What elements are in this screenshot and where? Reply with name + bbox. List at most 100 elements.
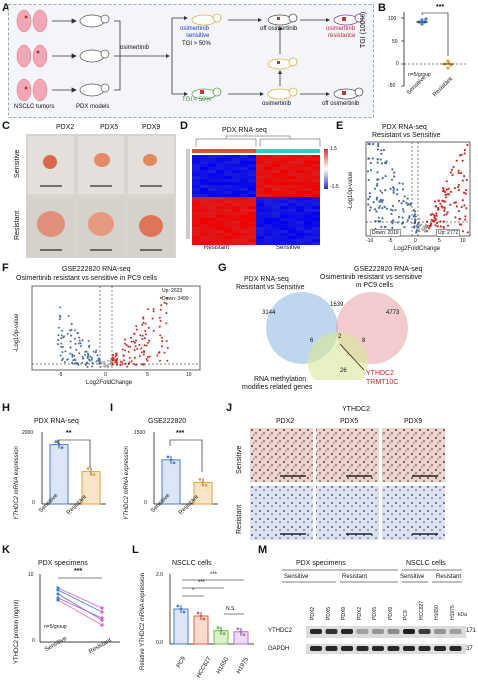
panel-e-volcano <box>365 141 471 237</box>
l-sig-2: *** <box>198 580 206 586</box>
heatmap-cell <box>272 194 280 197</box>
e-xtick-3: 0 <box>414 238 417 244</box>
l-ytick-0: 0.0 <box>156 640 163 646</box>
heatmap-cell <box>240 173 248 176</box>
ihc-s-pdx5 <box>316 428 379 482</box>
volcano-point <box>457 183 460 187</box>
heatmap-cell <box>264 161 272 164</box>
volcano-point <box>133 349 136 352</box>
heatmap-cell <box>240 224 248 227</box>
heatmap-cell <box>208 185 216 188</box>
heatmap-cell <box>232 197 240 200</box>
m-sub-sensitive: Sensitive <box>284 574 309 580</box>
volcano-point <box>465 178 468 182</box>
heatmap-cell <box>216 191 224 194</box>
c-col-pdx5: PDX5 <box>100 124 119 131</box>
volcano-point <box>115 361 118 364</box>
heatmap-cell <box>288 227 296 230</box>
volcano-point <box>459 171 463 175</box>
volcano-point <box>130 360 133 363</box>
volcano-point <box>366 170 370 173</box>
heatmap-cell <box>200 158 208 161</box>
heatmap-cell <box>312 194 320 197</box>
heatmap-cell <box>192 182 200 185</box>
tumor-label: NSCLC tumors <box>14 104 55 110</box>
heatmap-cell <box>224 227 232 230</box>
heatmap-cell <box>232 233 240 236</box>
bar <box>193 615 209 645</box>
data-point <box>219 629 223 633</box>
volcano-point <box>434 204 438 208</box>
heatmap-cell <box>256 176 264 179</box>
volcano-point <box>165 322 168 325</box>
heatmap-cell <box>264 230 272 233</box>
volcano-point <box>457 169 460 172</box>
heatmap-cell <box>240 230 248 233</box>
heatmap-cell <box>272 233 280 236</box>
heatmap-cell <box>248 236 256 239</box>
heatmap-cell <box>240 227 248 230</box>
volcano-point <box>99 360 102 363</box>
heatmap-cell <box>288 236 296 239</box>
m-row-ythdc2: YTHDC2 <box>268 628 293 634</box>
heatmap-cell <box>264 200 272 203</box>
heatmap-cell <box>224 170 232 173</box>
heatmap-cell <box>304 239 312 242</box>
d-title: PDX RNA-seq <box>222 127 267 134</box>
heatmap-cell <box>280 167 288 170</box>
heatmap-cell <box>256 221 264 224</box>
heatmap-cell <box>200 221 208 224</box>
volcano-point <box>396 188 399 191</box>
heatmap-cell <box>280 188 288 191</box>
heatmap-cell <box>280 173 288 176</box>
heatmap-cell <box>216 161 224 164</box>
volcano-point <box>133 332 136 335</box>
heatmap-cell <box>264 176 272 179</box>
volcano-point <box>119 364 122 367</box>
volcano-point <box>412 214 416 218</box>
heatmap-cell <box>216 194 224 197</box>
data-point <box>179 607 183 611</box>
volcano-point <box>86 356 89 359</box>
volcano-point <box>380 152 383 155</box>
volcano-point <box>60 345 63 348</box>
heatmap-cell <box>192 194 200 197</box>
heatmap-cell <box>200 188 208 191</box>
band-gapdh <box>434 646 446 651</box>
volcano-point <box>72 359 75 362</box>
heatmap-cell <box>192 218 200 221</box>
lung-icon-3 <box>16 78 48 102</box>
venn-circle-methylation <box>308 332 368 380</box>
heatmap-cell <box>240 170 248 173</box>
data-point <box>182 610 186 614</box>
volcano-point <box>437 208 440 211</box>
heatmap-cell <box>304 188 312 191</box>
heatmap-cell <box>280 230 288 233</box>
f-title-2: Osimertinib resistant vs sensitive in PC… <box>16 275 157 282</box>
volcano-point <box>392 186 395 189</box>
volcano-point <box>427 227 431 230</box>
volcano-point <box>59 316 62 319</box>
heatmap-cell <box>264 212 272 215</box>
volcano-point <box>445 193 449 196</box>
heatmap-cell <box>312 197 320 200</box>
heatmap-cell <box>248 206 256 209</box>
panel-d-heatmap <box>186 135 328 245</box>
volcano-point <box>392 189 395 192</box>
heatmap-cell <box>240 182 248 185</box>
panel-letter-e: E <box>336 120 344 132</box>
heatmap-cell <box>264 215 272 218</box>
heatmap-cell <box>280 191 288 194</box>
heatmap-cell <box>296 233 304 236</box>
volcano-point <box>161 340 164 343</box>
volcano-point <box>368 142 371 146</box>
heatmap-cell <box>216 236 224 239</box>
volcano-point <box>73 337 76 340</box>
heatmap-cell <box>312 218 320 221</box>
volcano-point <box>380 162 384 165</box>
panel-b-chart <box>401 12 466 87</box>
lane-label: PDX2 <box>356 606 363 620</box>
heatmap-cell <box>216 215 224 218</box>
volcano-point <box>158 351 161 354</box>
heatmap-cell <box>288 182 296 185</box>
